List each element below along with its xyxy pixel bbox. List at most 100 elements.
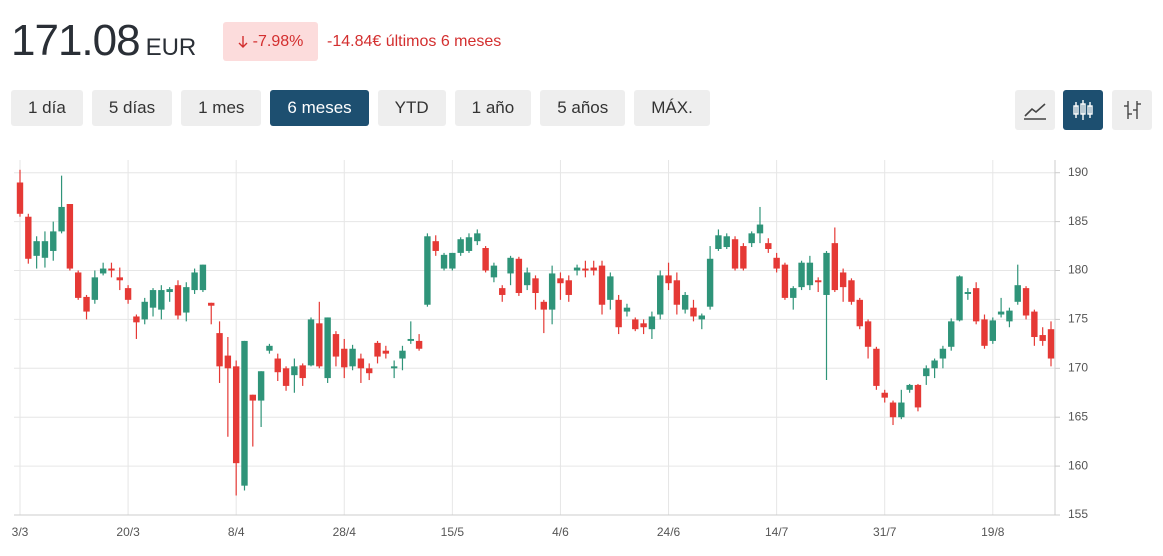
candle-body: [557, 278, 564, 284]
candle-body: [623, 307, 631, 312]
candle-body: [208, 302, 215, 306]
candle-body: [582, 268, 589, 271]
candle-body: [432, 241, 439, 251]
candle-body: [906, 384, 913, 390]
range-button[interactable]: 5 años: [540, 90, 626, 126]
candle-body: [814, 280, 822, 283]
x-tick-label: 4/6: [552, 525, 569, 539]
candle-body: [1006, 310, 1013, 322]
range-buttons: 1 día 5 días 1 mes 6 meses YTD 1 año 5 años MÁX…: [11, 90, 710, 126]
down-arrow: [238, 35, 248, 48]
candle-body: [457, 239, 464, 253]
candle-body: [166, 289, 173, 293]
candle-body: [798, 262, 805, 288]
candle-body: [665, 275, 672, 284]
candle-body: [274, 358, 281, 373]
y-tick-label: 160: [1068, 458, 1088, 472]
change-percent: -7.98%: [252, 32, 304, 50]
ohlc-chart-button[interactable]: [1112, 90, 1152, 130]
candle-body: [266, 345, 273, 351]
range-button[interactable]: YTD: [377, 90, 446, 126]
candle-body: [33, 241, 40, 256]
y-tick-label: 185: [1068, 214, 1088, 228]
quote: 171.08 EUR: [11, 16, 196, 66]
candle-body: [848, 280, 855, 302]
candle-body: [806, 262, 814, 286]
y-tick-label: 155: [1068, 507, 1088, 521]
candle-body: [465, 237, 473, 251]
candle-body: [856, 299, 863, 327]
range-button[interactable]: 1 día: [11, 90, 83, 126]
currency: EUR: [145, 34, 197, 61]
x-tick-label: 20/3: [116, 525, 140, 539]
candle-body: [632, 319, 639, 330]
candle-body: [99, 268, 107, 274]
candle-body: [374, 342, 381, 357]
candle-body: [1022, 288, 1030, 316]
candle-body: [931, 360, 938, 369]
y-tick-label: 170: [1068, 360, 1088, 374]
candle-body: [149, 290, 157, 308]
candle-body: [956, 276, 963, 321]
candle-body: [507, 257, 514, 274]
candle-body: [790, 288, 797, 298]
candle-body: [823, 252, 830, 295]
candle-chart-button[interactable]: [1063, 90, 1103, 130]
candle-body: [515, 258, 523, 294]
candle-body: [291, 366, 298, 376]
candle-body: [241, 340, 248, 486]
range-button[interactable]: 1 mes: [181, 90, 262, 126]
candle-body: [307, 319, 315, 366]
candle-body: [864, 321, 872, 347]
candle-body: [341, 348, 348, 368]
candle-body: [673, 280, 681, 305]
candle-body: [914, 384, 922, 408]
candle-body: [415, 340, 423, 349]
candle-body: [257, 371, 265, 401]
candle-body: [357, 358, 365, 369]
range-button[interactable]: 1 año: [454, 90, 532, 126]
candle-body: [66, 204, 74, 269]
candle-body: [25, 216, 32, 259]
candle-body: [548, 273, 556, 310]
candle-body: [781, 264, 789, 298]
y-tick-label: 190: [1068, 165, 1088, 179]
candle-body: [881, 392, 888, 398]
candle-body: [366, 368, 373, 374]
change-text: -14.84€ últimos 6 meses: [327, 33, 502, 50]
x-tick-label: 24/6: [657, 525, 681, 539]
candle-body: [50, 231, 57, 251]
candle-body: [640, 323, 647, 328]
candle-body: [449, 252, 456, 269]
range-button[interactable]: MÁX.: [634, 90, 710, 126]
y-tick-label: 175: [1068, 312, 1088, 326]
candle-body: [133, 316, 140, 323]
candle-body: [523, 272, 531, 286]
candle-body: [332, 334, 340, 357]
candle-body: [698, 315, 705, 320]
candle-body: [1014, 285, 1021, 302]
candle-body: [407, 338, 414, 341]
range-button[interactable]: 5 días: [91, 90, 173, 126]
candle-body: [889, 402, 897, 418]
candle-body: [657, 275, 664, 315]
candle-body: [681, 294, 689, 310]
candle-body: [898, 402, 905, 418]
y-tick-label: 180: [1068, 263, 1088, 277]
x-tick-label: 3/3: [12, 525, 29, 539]
candle-body: [715, 235, 722, 249]
x-tick-label: 31/7: [873, 525, 897, 539]
candle-body: [756, 224, 764, 234]
candle-body: [424, 236, 431, 305]
line-chart-button[interactable]: [1015, 90, 1055, 130]
range-button[interactable]: 6 meses: [270, 90, 369, 126]
candle-body: [532, 278, 539, 294]
candle-body: [773, 257, 780, 269]
candle-body: [249, 394, 257, 401]
x-tick-label: 8/4: [228, 525, 245, 539]
candle-body: [174, 285, 182, 316]
candle-body: [964, 292, 972, 294]
candle-body: [282, 368, 290, 386]
candle-body: [390, 366, 398, 369]
